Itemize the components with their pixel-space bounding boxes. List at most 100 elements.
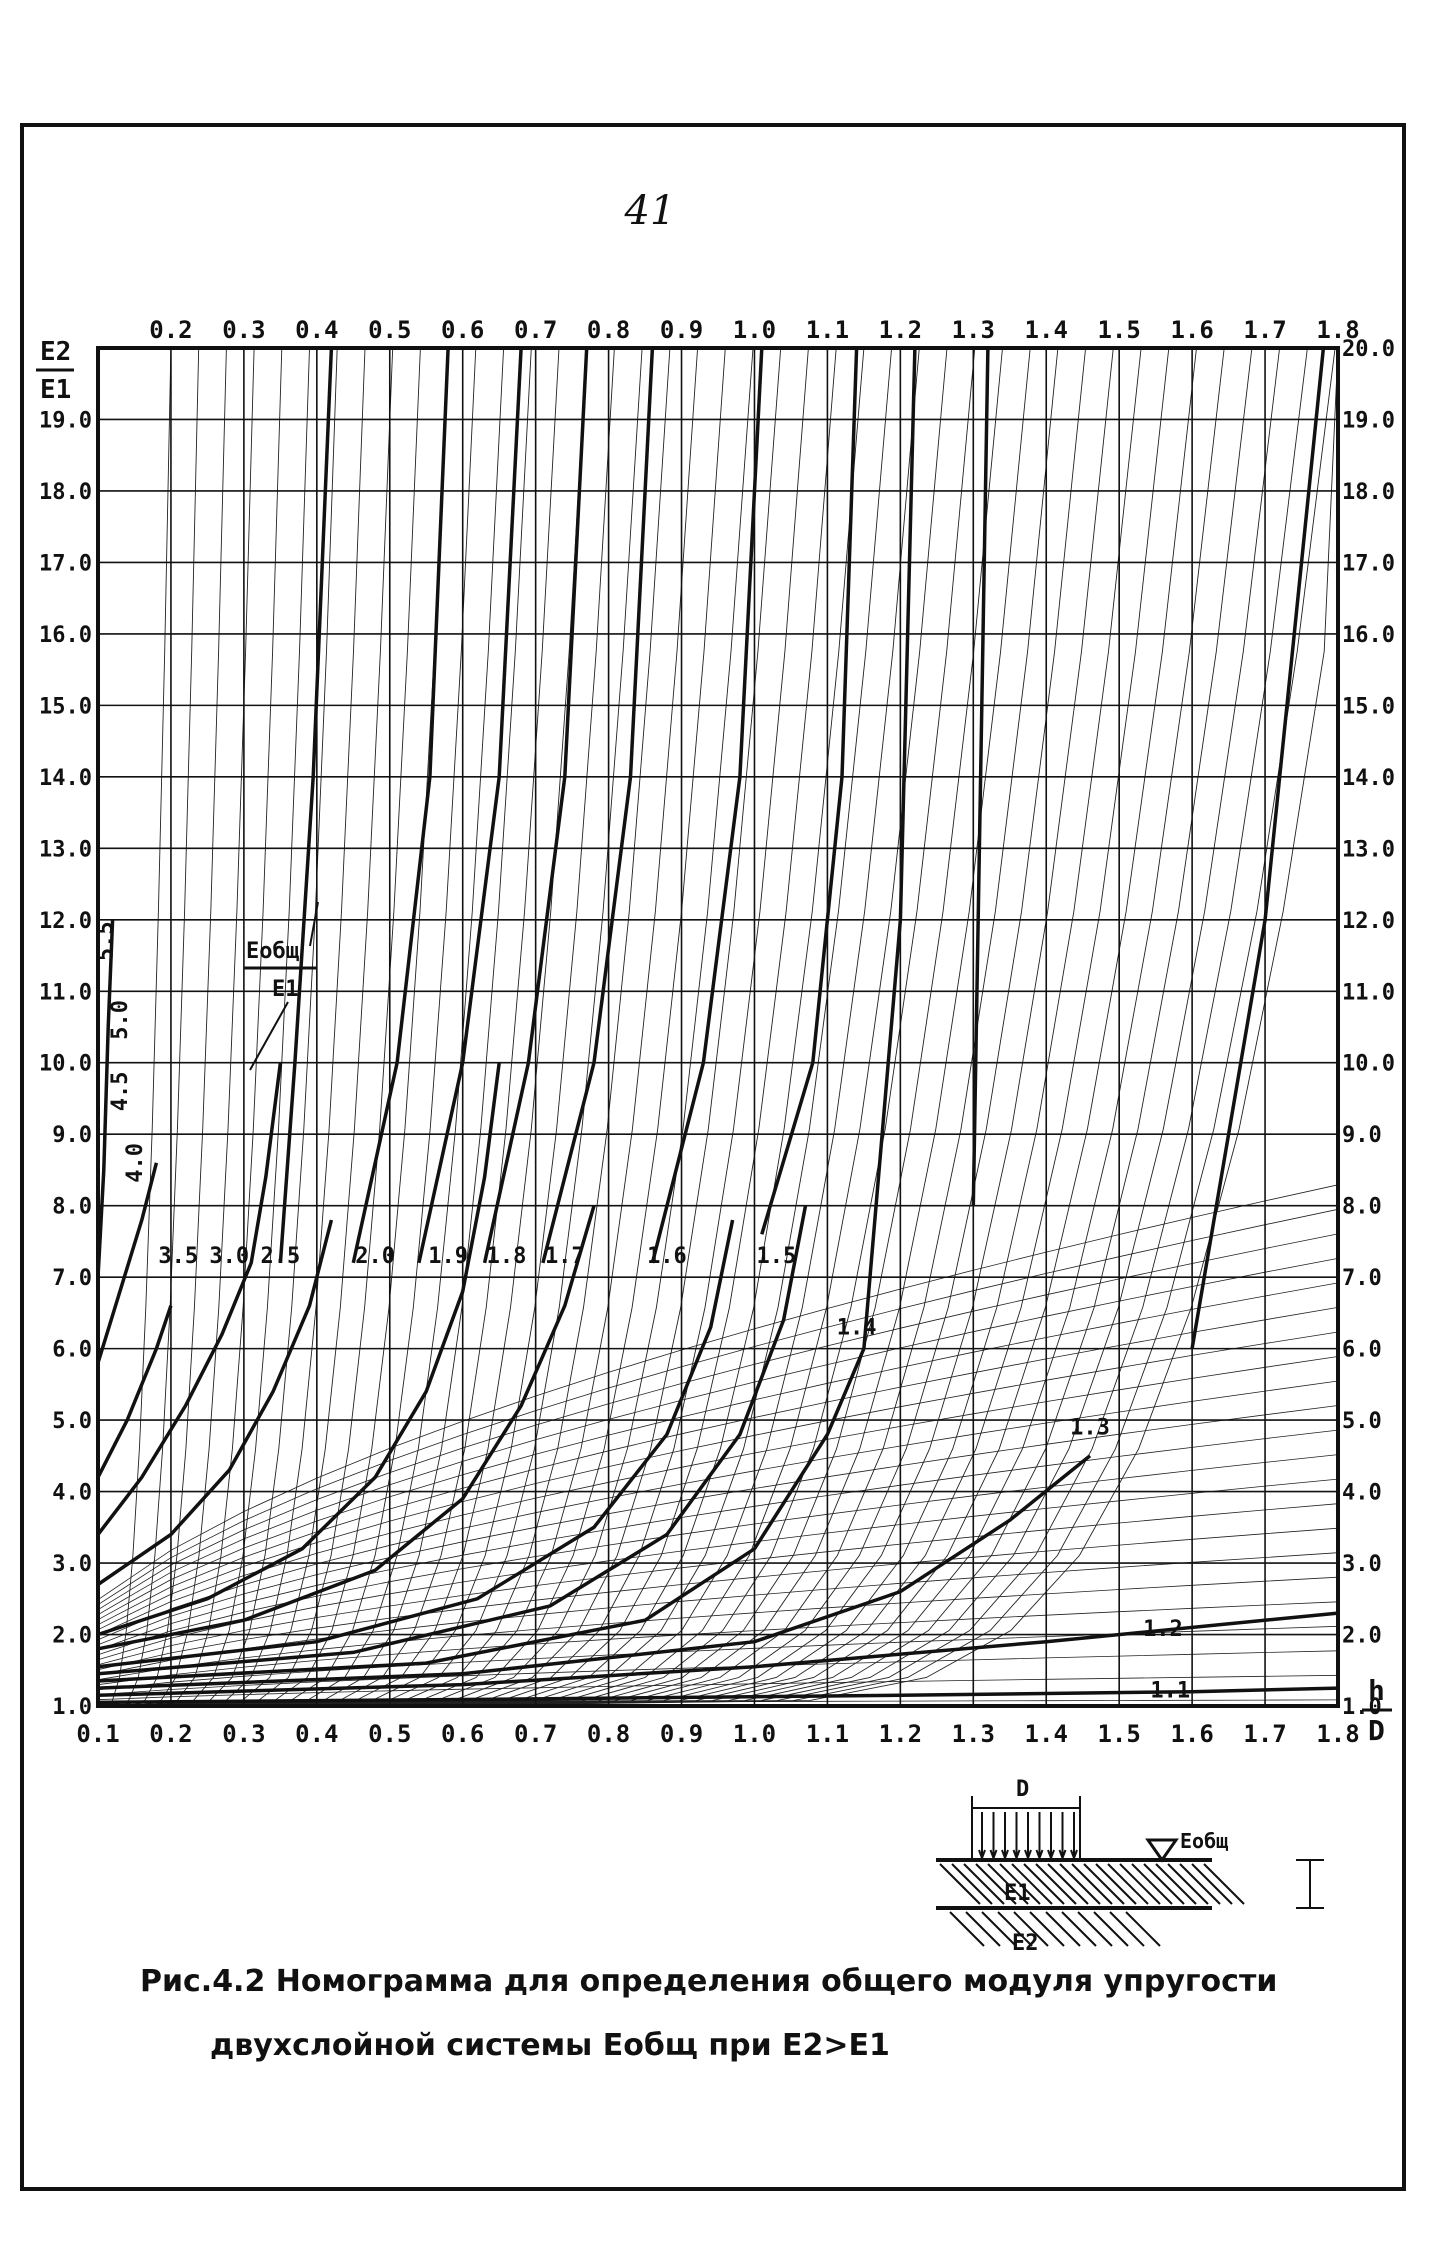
bottom-tick-label: 1.7 [1243, 1720, 1286, 1748]
top-tick-label: 1.0 [733, 316, 776, 344]
right-axis-labels: 1.0 2.0 3.0 4.0 5.0 6.0 7.0 8.0 9.0 10.0 11.0 12.0 1… [1342, 337, 1395, 1720]
top-tick-label: 0.2 [149, 316, 192, 344]
left-tick-label: 3.0 [52, 1552, 92, 1577]
bottom-tick-label: 1.0 [733, 1720, 776, 1748]
inset-layer1-label: E1 [1004, 1881, 1031, 1906]
steep-curve-2 [417, 347, 523, 1264]
hatch-line [1131, 1863, 1173, 1905]
curve-k-3 [96, 1062, 283, 1536]
top-tick-label: 1.5 [1097, 316, 1140, 344]
fine-curve [97, 1282, 1339, 1621]
fine-curve [143, 347, 338, 1707]
curve-label-2.0: 2.0 [355, 1244, 395, 1269]
hatch-line [987, 1863, 1029, 1905]
fine-curve [191, 347, 532, 1707]
hatch-line [975, 1863, 1017, 1905]
left-tick-label: 8.0 [52, 1195, 92, 1220]
fine-curve [288, 347, 920, 1707]
top-tick-label: 0.5 [368, 316, 411, 344]
fine-curve [97, 1208, 1339, 1606]
right-tick-label: 11.0 [1342, 980, 1395, 1005]
curve-label-5.5: 5.5 [94, 921, 119, 961]
fine-curve [302, 347, 976, 1707]
hatch-line [1023, 1863, 1065, 1905]
left-tick-label: 1.0 [52, 1695, 92, 1720]
top-tick-label: 0.8 [587, 316, 630, 344]
hatch-line [1029, 1911, 1065, 1947]
fine-curve [240, 347, 726, 1707]
page-number: 41 [624, 188, 676, 234]
hatch-line [1011, 1863, 1053, 1905]
fine-curve [97, 1552, 1339, 1676]
curve-k-4.5 [96, 1162, 159, 1364]
curve-k-1.3 [97, 1454, 1092, 1690]
hatch-line [1167, 1863, 1209, 1905]
fine-curve [184, 347, 505, 1707]
left-tick-label: 10.0 [39, 1052, 92, 1077]
hatch-line [1203, 1863, 1245, 1905]
left-tick-label: 14.0 [39, 766, 92, 791]
inset-diameter-label: D [1016, 1777, 1029, 1802]
caption-line-1: Рис.4.2 Номограмма для определения общег… [140, 1964, 1278, 1999]
y-axis-title-num: E2 [40, 337, 71, 367]
curve-label-4.5: 4.5 [108, 1071, 133, 1111]
left-tick-label: 7.0 [52, 1266, 92, 1291]
hatch-line [1047, 1863, 1089, 1905]
hatch-line [1035, 1863, 1077, 1905]
fine-curve [392, 347, 1336, 1707]
left-axis-labels: 1.0 2.0 3.0 4.0 5.0 6.0 7.0 8.0 9.0 10.0 11.0 12.0 1… [39, 408, 92, 1720]
top-tick-label: 1.4 [1025, 316, 1068, 344]
curve-k-1.5 [97, 1205, 808, 1676]
curve-family-label-den: E1 [272, 977, 299, 1002]
curve-family-label: Eобщ E1 [244, 901, 319, 1071]
fine-curve [157, 347, 394, 1707]
hatch-line [965, 1911, 1001, 1947]
bottom-tick-label: 1.1 [806, 1720, 849, 1748]
inset-layer2-label: E2 [1012, 1931, 1039, 1956]
fine-curve [177, 347, 477, 1707]
right-tick-label: 17.0 [1342, 551, 1395, 576]
steep-curve-6 [760, 347, 859, 1235]
bottom-tick-label: 1.2 [879, 1720, 922, 1748]
fine-curve [97, 1405, 1339, 1646]
steep-curve-3 [482, 347, 589, 1264]
left-tick-label: 12.0 [39, 909, 92, 934]
right-tick-label: 2.0 [1342, 1624, 1382, 1649]
curve-k-1.4 [97, 1347, 866, 1683]
fine-curve [219, 347, 643, 1707]
hatch-line [1119, 1863, 1161, 1905]
y-axis-title: E2 E1 [36, 337, 74, 405]
curve-k-1.1 [97, 1686, 1339, 1705]
fine-curve [260, 347, 809, 1707]
right-tick-label: 4.0 [1342, 1481, 1382, 1506]
right-tick-label: 20.0 [1342, 337, 1395, 362]
page-border [20, 123, 1406, 2191]
fine-curve [378, 347, 1281, 1707]
curve-k-1.8 [97, 1205, 596, 1651]
hatch-line [1155, 1863, 1197, 1905]
fine-curve [281, 347, 893, 1707]
hatch-line [1071, 1863, 1113, 1905]
labeled-curves [96, 919, 1339, 1705]
fine-curve [337, 347, 1114, 1707]
fine-curve [330, 347, 1087, 1707]
fine-curve [97, 1478, 1339, 1661]
left-tick-label: 5.0 [52, 1409, 92, 1434]
hatch-line [1083, 1863, 1125, 1905]
curve-label-1.1: 1.1 [1150, 1678, 1190, 1703]
fine-curve [97, 1527, 1339, 1671]
fine-curve [97, 1674, 1339, 1701]
steep-curve-4 [541, 347, 655, 1264]
hatch-line [1107, 1863, 1149, 1905]
hatch-line [1061, 1911, 1097, 1947]
hatch-line [1125, 1911, 1161, 1947]
fine-curve [136, 347, 310, 1707]
steep-curve-5 [650, 347, 764, 1264]
fine-curve [205, 347, 588, 1707]
caption-line-2: двухслойной системы Eобщ при E2>E1 [210, 2028, 890, 2063]
right-tick-label: 9.0 [1342, 1123, 1382, 1148]
fine-curve [344, 347, 1142, 1707]
inset-load-arrows [978, 1812, 1078, 1861]
curve-k-1.2 [97, 1611, 1339, 1698]
